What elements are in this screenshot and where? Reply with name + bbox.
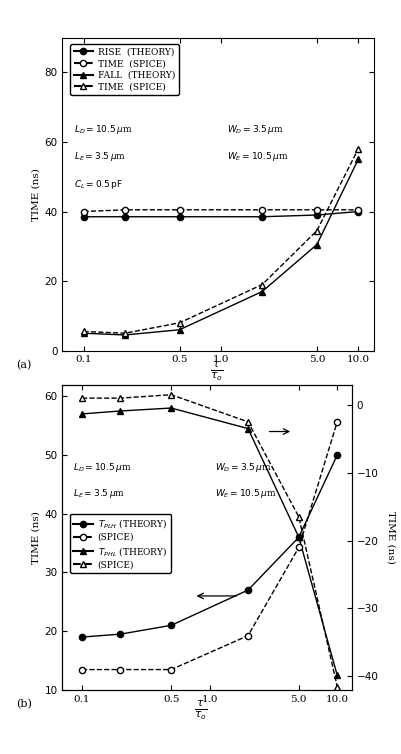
- Text: $C_L = 0.5\,\mathrm{pF}$: $C_L = 0.5\,\mathrm{pF}$: [74, 178, 123, 192]
- Text: (b): (b): [16, 699, 32, 710]
- Text: $W_D = 3.5\,\mu$m: $W_D = 3.5\,\mu$m: [215, 461, 271, 474]
- Text: $\frac{\tau}{\tau_o}$: $\frac{\tau}{\tau_o}$: [194, 699, 207, 722]
- Text: $W_E = 10.5\,\mu$m: $W_E = 10.5\,\mu$m: [215, 487, 276, 500]
- Text: $C_L = 0.5\,\mathrm{pF}$: $C_L = 0.5\,\mathrm{pF}$: [73, 513, 122, 526]
- Text: $L_E = 3.5\,\mu$m: $L_E = 3.5\,\mu$m: [73, 487, 125, 500]
- Y-axis label: TIME (ns): TIME (ns): [385, 510, 394, 564]
- Text: $L_D = 10.5\,\mu$m: $L_D = 10.5\,\mu$m: [73, 461, 132, 474]
- Text: $W_E = 10.5\,\mu$m: $W_E = 10.5\,\mu$m: [226, 150, 288, 164]
- Text: (a): (a): [16, 360, 31, 370]
- Text: $\frac{\tau}{\tau_o}$: $\frac{\tau}{\tau_o}$: [210, 360, 223, 383]
- Y-axis label: TIME (ns): TIME (ns): [31, 167, 40, 221]
- Y-axis label: TIME (ns): TIME (ns): [31, 510, 40, 564]
- Text: $W_D = 3.5\,\mu$m: $W_D = 3.5\,\mu$m: [226, 123, 283, 136]
- Text: $L_E = 3.5\,\mu$m: $L_E = 3.5\,\mu$m: [74, 150, 126, 164]
- Text: $L_D = 10.5\,\mu$m: $L_D = 10.5\,\mu$m: [74, 123, 132, 136]
- Legend: $T_{PLH}$ (THEORY), (SPICE), $T_{PHL}$ (THEORY), (SPICE): $T_{PLH}$ (THEORY), (SPICE), $T_{PHL}$ (…: [69, 513, 170, 573]
- Legend: RISE  (THEORY), TIME  (SPICE), FALL  (THEORY), TIME  (SPICE): RISE (THEORY), TIME (SPICE), FALL (THEOR…: [70, 44, 178, 95]
